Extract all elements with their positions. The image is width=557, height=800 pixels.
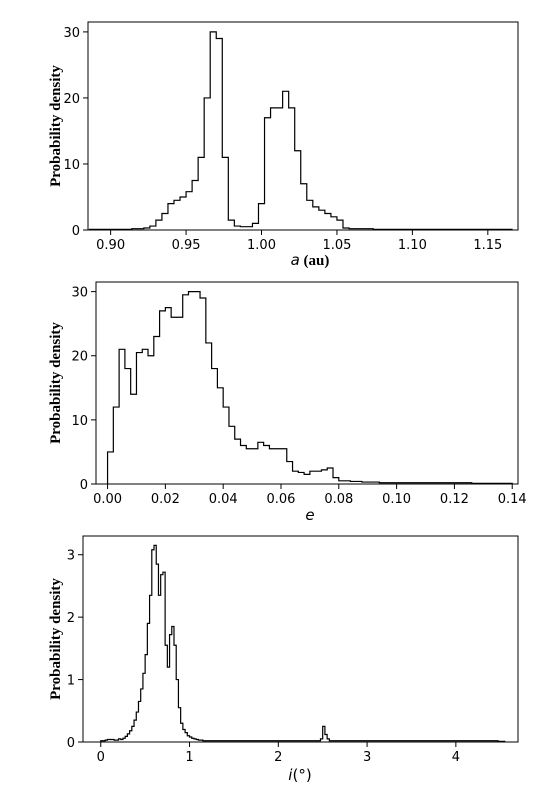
y-tick-label: 0 [80, 478, 88, 493]
y-tick-label: 30 [71, 286, 88, 301]
x-axis-variable: i [288, 766, 293, 784]
x-axis-label: i(°) [288, 766, 311, 784]
histogram-panel-e: 0.00 0.02 0.04 0.06 0.08 0.10 0.12 0.14 0 10 20 30 P… [48, 281, 527, 524]
x-tick-label: 0.06 [267, 492, 296, 507]
histogram-series-a [88, 31, 513, 230]
y-tick-label: 20 [63, 92, 80, 107]
x-tick-label: 3 [363, 750, 371, 765]
histogram-series-e [106, 291, 513, 484]
x-tick-label: 1.15 [473, 238, 502, 253]
x-axis-variable: a [291, 251, 300, 269]
plot-frame [82, 535, 519, 743]
x-axis-label: a (au) [291, 251, 330, 269]
x-axis-variable: e [305, 506, 314, 524]
plot-frame [87, 21, 519, 231]
x-tick-label: 0.10 [382, 492, 411, 507]
x-axis-unit: (°) [292, 766, 311, 784]
y-tick-label: 20 [71, 350, 88, 365]
x-tick-label: 0.08 [324, 492, 353, 507]
x-tick-label: 0 [97, 750, 105, 765]
y-axis-label: Probability density [48, 578, 64, 700]
x-tick-label: 2 [274, 750, 282, 765]
x-tick-label: 1.10 [398, 238, 427, 253]
x-tick-label: 0.04 [209, 492, 238, 507]
y-tick-label: 0 [67, 736, 75, 751]
y-tick-label: 10 [63, 158, 80, 173]
y-tick-label: 3 [67, 549, 75, 564]
x-tick-label: 1.00 [247, 238, 276, 253]
y-axis-label: Probability density [48, 322, 64, 444]
x-tick-label: 0.95 [172, 238, 201, 253]
x-axis-label: e [305, 506, 314, 524]
plot-frame [95, 281, 519, 485]
histogram-panel-a: 0.90 0.95 1.00 1.05 1.10 1.15 0 10 20 30 Probabili… [48, 21, 519, 269]
x-axis-unit: (au) [300, 253, 330, 269]
x-tick-label: 0.02 [151, 492, 180, 507]
histogram-series-i [100, 544, 506, 742]
x-tick-label: 0.14 [498, 492, 527, 507]
y-tick-label: 30 [63, 26, 80, 41]
x-tick-label: 0.00 [93, 492, 122, 507]
y-tick-label: 2 [67, 611, 75, 626]
y-tick-label: 1 [67, 674, 75, 689]
x-tick-label: 0.90 [96, 238, 125, 253]
x-tick-label: 1.05 [322, 238, 351, 253]
x-tick-label: 4 [452, 750, 460, 765]
x-tick-label: 1 [185, 750, 193, 765]
x-tick-label: 0.12 [440, 492, 469, 507]
y-tick-label: 10 [71, 414, 88, 429]
y-axis-label: Probability density [48, 65, 64, 187]
y-tick-label: 0 [72, 224, 80, 239]
